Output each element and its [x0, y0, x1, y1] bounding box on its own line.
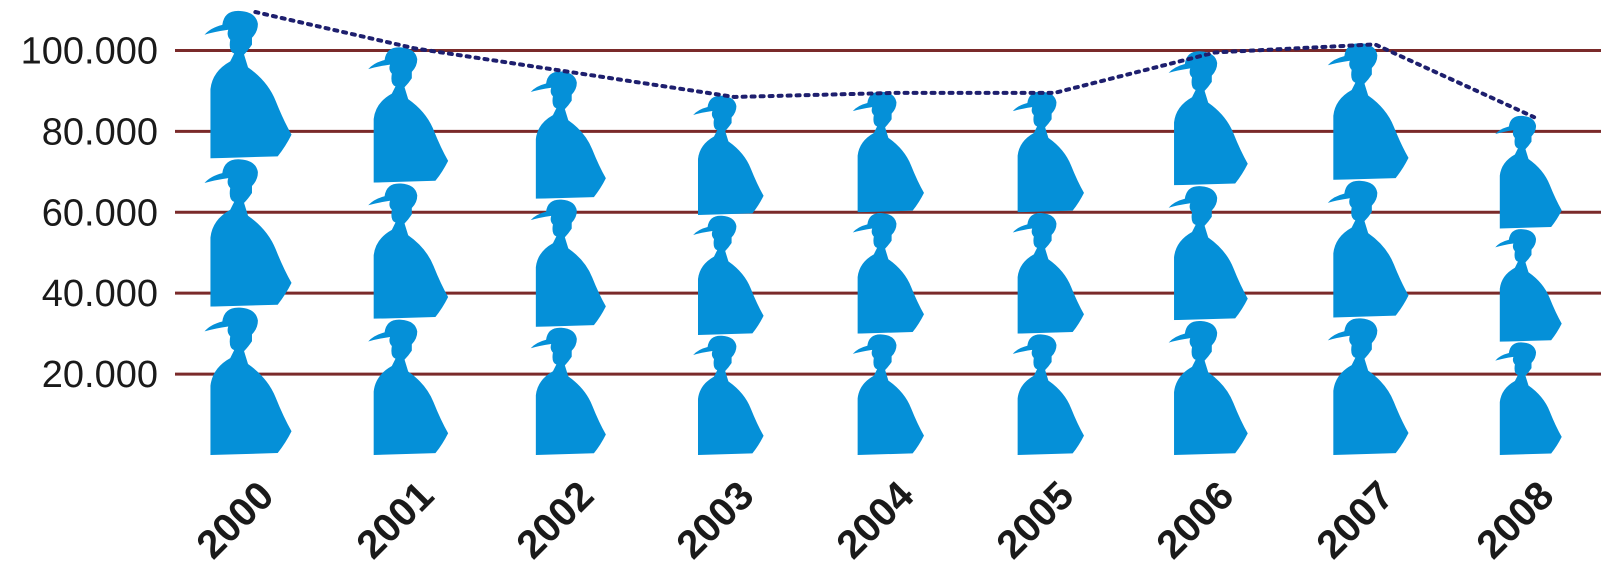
person-pictogram-icon [852, 334, 924, 455]
person-pictogram-icon [1168, 186, 1248, 321]
person-pictogram-icon [204, 307, 292, 455]
x-tick-label: 2004 [828, 473, 923, 568]
x-tick-label: 2002 [508, 473, 602, 567]
person-pictogram-icon [1495, 342, 1562, 455]
person-pictogram-icon [204, 159, 292, 307]
x-tick-label: 2005 [988, 473, 1082, 567]
pictogram-column-2005 [1012, 91, 1084, 455]
person-pictogram-icon [1327, 318, 1409, 455]
pictogram-columns [204, 10, 1562, 455]
person-pictogram-icon [1327, 180, 1409, 318]
x-tick-label: 2006 [1148, 473, 1242, 567]
pictogram-column-2004 [852, 91, 924, 455]
pictogram-column-2001 [368, 47, 449, 455]
x-tick-label: 2000 [188, 473, 282, 567]
person-pictogram-icon [1327, 43, 1409, 180]
person-pictogram-icon [530, 327, 606, 455]
person-pictogram-icon [530, 199, 606, 327]
person-pictogram-icon [1012, 334, 1084, 455]
person-pictogram-icon [693, 335, 764, 455]
x-tick-label: 2003 [668, 473, 762, 567]
pictogram-column-2000 [204, 10, 292, 455]
y-tick-label: 20.000 [42, 354, 158, 396]
person-pictogram-icon [852, 91, 924, 213]
trend-line-layer [253, 10, 1537, 120]
pictogram-column-2002 [530, 71, 606, 455]
person-pictogram-icon [368, 183, 449, 319]
y-tick-label: 80.000 [42, 111, 158, 153]
trend-line [253, 10, 1537, 120]
x-tick-label: 2008 [1468, 473, 1562, 567]
person-pictogram-icon [693, 215, 764, 335]
y-tick-label: 40.000 [42, 273, 158, 315]
person-pictogram-icon [204, 10, 292, 159]
pictogram-column-2008 [1495, 115, 1562, 455]
x-tick-label: 2001 [348, 473, 442, 567]
person-pictogram-icon [1012, 213, 1084, 334]
x-tick-label: 2007 [1308, 473, 1402, 567]
person-pictogram-icon [1168, 51, 1248, 186]
person-pictogram-icon [852, 213, 924, 334]
person-pictogram-icon [693, 95, 764, 215]
person-pictogram-icon [368, 319, 449, 455]
y-tick-label: 60.000 [42, 192, 158, 234]
person-pictogram-icon [368, 47, 449, 183]
person-pictogram-icon [1168, 320, 1248, 455]
person-pictogram-icon [1495, 229, 1562, 342]
pictogram-column-2003 [693, 95, 764, 455]
y-axis-labels: 20.000 40.000 60.000 80.000 100.000 [21, 30, 158, 396]
pictogram-column-2006 [1168, 51, 1248, 455]
person-pictogram-icon [530, 71, 606, 199]
x-axis-labels: 2000 2001 2002 2003 2004 2005 2006 2007 2008 [188, 473, 1562, 568]
pictogram-column-2007 [1327, 43, 1409, 455]
person-pictogram-icon [1012, 91, 1084, 213]
y-tick-label: 100.000 [21, 30, 158, 72]
